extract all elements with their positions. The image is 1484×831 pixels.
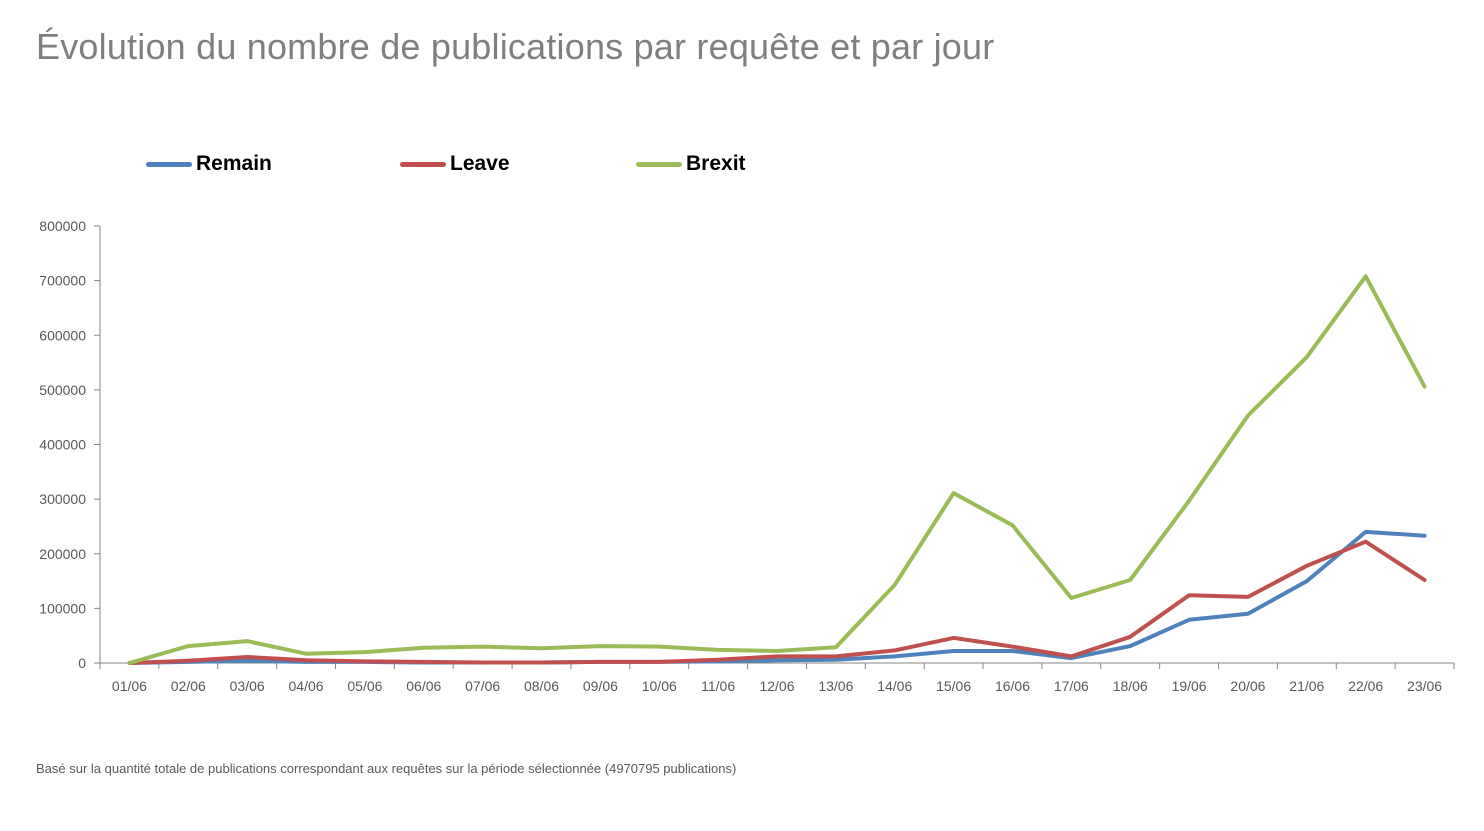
footnote: Basé sur la quantité totale de publicati… bbox=[36, 761, 737, 776]
y-tick-label: 600000 bbox=[39, 327, 86, 343]
x-tick-label: 06/06 bbox=[406, 678, 441, 694]
x-tick-label: 01/06 bbox=[112, 678, 147, 694]
legend-item-remain: Remain bbox=[146, 152, 272, 176]
series-line-leave bbox=[127, 539, 1427, 665]
legend-swatch-leave bbox=[400, 161, 446, 167]
x-tick-label: 03/06 bbox=[230, 678, 265, 694]
x-tick-label: 23/06 bbox=[1407, 678, 1442, 694]
x-tick-label: 20/06 bbox=[1230, 678, 1265, 694]
x-tick-label: 04/06 bbox=[289, 678, 324, 694]
chart-title: Évolution du nombre de publications par … bbox=[36, 26, 995, 67]
x-tick-label: 14/06 bbox=[877, 678, 912, 694]
x-tick-label: 19/06 bbox=[1172, 678, 1207, 694]
x-tick-label: 21/06 bbox=[1289, 678, 1324, 694]
x-tick-label: 10/06 bbox=[642, 678, 677, 694]
x-axis: 01/06 02/06 03/06 04/06 05/06 06/06 07/06 08/06… bbox=[99, 662, 1455, 694]
legend: Remain Leave Brexit bbox=[146, 152, 846, 184]
y-tick-label: 500000 bbox=[39, 382, 86, 398]
legend-swatch-brexit bbox=[636, 161, 682, 167]
x-tick-label: 09/06 bbox=[583, 678, 618, 694]
legend-item-brexit: Brexit bbox=[636, 152, 746, 176]
x-tick-label: 13/06 bbox=[818, 678, 853, 694]
x-tick-label: 02/06 bbox=[171, 678, 206, 694]
x-tick-label: 18/06 bbox=[1113, 678, 1148, 694]
y-tick-label: 0 bbox=[78, 655, 86, 671]
x-tick-label: 08/06 bbox=[524, 678, 559, 694]
x-tick-label: 05/06 bbox=[347, 678, 382, 694]
legend-swatch-remain bbox=[146, 161, 192, 167]
x-tick-label: 12/06 bbox=[759, 678, 794, 694]
x-tick-label: 15/06 bbox=[936, 678, 971, 694]
series-line-brexit bbox=[127, 274, 1427, 665]
series-lines bbox=[127, 274, 1427, 665]
y-tick-label: 100000 bbox=[39, 600, 86, 616]
y-tick-label: 300000 bbox=[39, 491, 86, 507]
y-tick-label: 700000 bbox=[39, 273, 86, 289]
y-axis: 0 100000 200000 300000 400000 500000 600000 700… bbox=[39, 218, 101, 671]
y-tick-label: 800000 bbox=[39, 218, 86, 234]
x-tick-label: 07/06 bbox=[465, 678, 500, 694]
x-tick-label: 16/06 bbox=[995, 678, 1030, 694]
legend-label-leave: Leave bbox=[450, 152, 510, 175]
legend-label-brexit: Brexit bbox=[686, 152, 746, 175]
legend-label-remain: Remain bbox=[196, 152, 272, 175]
y-tick-label: 400000 bbox=[39, 437, 86, 453]
y-tick-label: 200000 bbox=[39, 546, 86, 562]
x-tick-label: 11/06 bbox=[701, 678, 735, 694]
legend-item-leave: Leave bbox=[400, 152, 510, 176]
x-tick-label: 22/06 bbox=[1348, 678, 1383, 694]
x-tick-label: 17/06 bbox=[1054, 678, 1089, 694]
